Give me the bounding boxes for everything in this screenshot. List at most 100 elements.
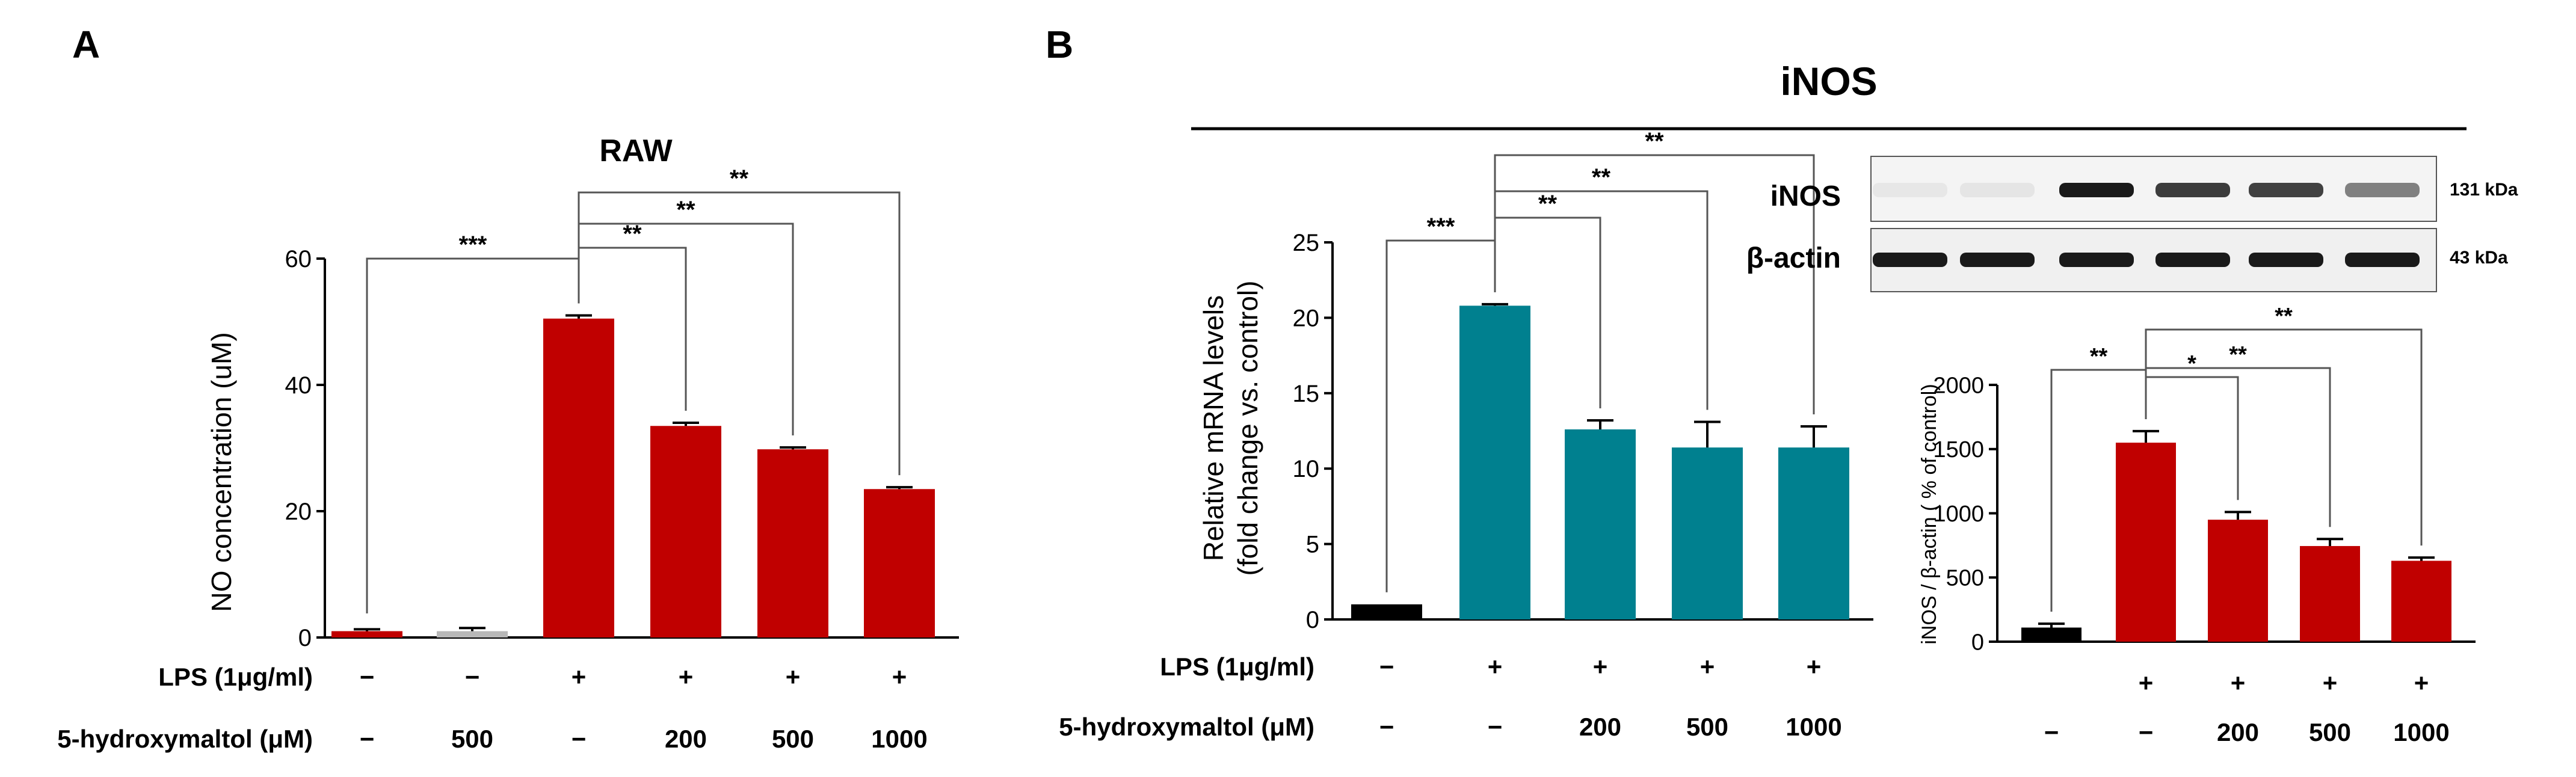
chart-wb-lps-0: +	[2139, 669, 2154, 697]
blot-band-actin-4	[2249, 253, 2323, 267]
blot-band-actin-5	[2345, 253, 2420, 267]
chart-wb-sig-label-3: **	[2275, 304, 2293, 329]
blot-band-inos-3	[2155, 183, 2230, 197]
chart-mrna-lps-1: +	[1488, 653, 1503, 681]
chart-mrna-bar-LPS	[1459, 306, 1530, 619]
chart-wb-sig-label-2: **	[2229, 342, 2247, 367]
blot-band-actin-0	[1873, 253, 1947, 267]
chart-mrna-lps-3: +	[1700, 653, 1715, 681]
chart-mrna-lps-0: −	[1379, 653, 1394, 681]
chart-no-hm-label: 5-hydroxymaltol (μM)	[57, 725, 313, 753]
chart-no-tick-label-40: 40	[285, 372, 312, 399]
chart-no-hm-2: −	[572, 725, 587, 753]
panel-label-a: A	[72, 23, 100, 66]
chart-mrna-ylabel-line2: (fold change vs. control)	[1232, 281, 1263, 576]
chart-wb-ylabel: iNOS / β-actin ( % of control)	[1918, 384, 1941, 644]
chart-wb-lps-1: +	[2231, 669, 2246, 697]
chart-no-sig-bracket-3	[578, 191, 901, 476]
chart-wb-sig-bracket-3	[2145, 328, 2423, 546]
chart-no-lps-4: +	[786, 663, 801, 691]
chart-no-sig-label-3: **	[730, 165, 749, 192]
chart-wb-sig-label-1: *	[2187, 351, 2196, 376]
chart-wb-bar-LPS+HM500	[2300, 545, 2360, 642]
chart-wb-tick-label-500: 500	[1946, 566, 1984, 591]
blot-band-actin-3	[2155, 253, 2230, 267]
chart-no-lps-5: +	[892, 663, 907, 691]
chart-wb-hm-3: 500	[2309, 718, 2351, 746]
chart-mrna-sig-bracket-3	[1494, 154, 1815, 414]
chart-no-sig-label-0: ***	[459, 232, 487, 258]
chart-no-bar-ctrl	[331, 631, 402, 637]
chart-no-title: RAW	[599, 134, 673, 168]
chart-no-lps-2: +	[572, 663, 587, 691]
chart-wb-bar-ctrl	[2021, 627, 2081, 642]
chart-mrna-hm-0: −	[1379, 713, 1394, 741]
blot-label-inos: iNOS	[1770, 180, 1841, 212]
blot-band-inos-2	[2059, 183, 2134, 197]
blot-band-actin-2	[2059, 253, 2134, 267]
blot-band-inos-5	[2345, 183, 2420, 197]
chart-no-tick-label-0: 0	[298, 625, 312, 651]
chart-no-hm-5: 1000	[871, 725, 927, 753]
chart-wb-bar-LPS	[2116, 443, 2176, 642]
chart-mrna-tick-label-10: 10	[1293, 456, 1320, 482]
chart-wb-tick-label-1500: 1500	[1933, 437, 1984, 462]
blot-band-inos-1	[1960, 183, 2035, 197]
chart-mrna-hm-2: 200	[1579, 713, 1621, 741]
chart-mrna-sig-label-3: **	[1645, 128, 1664, 155]
chart-wb-bar-LPS+HM200	[2208, 520, 2268, 642]
chart-no-bar-LPS+HM200	[650, 426, 721, 637]
chart-mrna-sig-label-0: ***	[1427, 213, 1455, 240]
chart-mrna-tick-label-20: 20	[1293, 305, 1320, 331]
chart-no-ylabel: NO concentration (uM)	[206, 332, 237, 612]
chart-wb-sig-label-0: **	[2090, 344, 2108, 369]
chart-no-lps-3: +	[679, 663, 694, 691]
chart-wb-tick-label-1000: 1000	[1933, 502, 1984, 527]
chart-no-sig-label-2: **	[676, 197, 695, 223]
western-blot: iNOS β-actin 131 kDa 43 kDa	[1746, 156, 2518, 292]
chart-mrna-levels: Relative mRNA levels (fold change vs. co…	[1059, 128, 1873, 741]
chart-no-bar-LPS	[543, 318, 614, 637]
chart-wb-lps-3: +	[2414, 669, 2429, 697]
chart-no-hm-1: 500	[451, 725, 493, 753]
chart-no-hm-0: −	[360, 725, 375, 753]
chart-mrna-bar-LPS+HM500	[1672, 447, 1743, 619]
chart-mrna-hm-4: 1000	[1786, 713, 1841, 741]
panel-label-b: B	[1046, 23, 1073, 66]
blot-band-inos-0	[1873, 183, 1947, 197]
chart-mrna-tick-label-5: 5	[1306, 532, 1319, 558]
blot-kda-inos: 131 kDa	[2450, 180, 2518, 200]
chart-mrna-tick-label-15: 15	[1293, 381, 1320, 407]
chart-mrna-hm-label: 5-hydroxymaltol (μM)	[1059, 713, 1314, 741]
chart-mrna-lps-2: +	[1593, 653, 1608, 681]
chart-mrna-bar-LPS+HM1000	[1778, 447, 1849, 619]
chart-wb-lps-2: +	[2323, 669, 2338, 697]
chart-mrna-bar-LPS+HM200	[1565, 429, 1636, 619]
chart-mrna-lps-4: +	[1807, 653, 1822, 681]
chart-no-lps-0: −	[360, 663, 375, 691]
chart-no-bar-LPS+HM500	[757, 449, 828, 637]
blot-kda-actin: 43 kDa	[2450, 248, 2508, 268]
chart-wb-hm-4: 1000	[2393, 718, 2449, 746]
chart-no-tick-label-20: 20	[285, 499, 312, 525]
chart-no-bar-LPS+HM1000	[864, 489, 935, 637]
chart-wb-bar-LPS+HM1000	[2391, 560, 2451, 642]
panel-b-header: iNOS	[1780, 59, 1877, 103]
chart-wb-hm-1: −	[2139, 718, 2154, 746]
chart-no-lps-1: −	[465, 663, 480, 691]
chart-no-tick-label-60: 60	[285, 246, 312, 272]
chart-mrna-ylabel-line1: Relative mRNA levels	[1198, 295, 1229, 561]
chart-wb-tick-label-0: 0	[1971, 630, 1984, 655]
blot-band-actin-1	[1960, 253, 2035, 267]
chart-mrna-tick-label-0: 0	[1306, 607, 1319, 633]
blot-label-actin: β-actin	[1746, 242, 1841, 274]
chart-mrna-lps-label: LPS (1μg/ml)	[1160, 653, 1314, 681]
chart-mrna-hm-1: −	[1488, 713, 1503, 741]
chart-wb-hm-2: 200	[2217, 718, 2259, 746]
chart-wb-tick-label-2000: 2000	[1933, 373, 1984, 398]
chart-mrna-bar-ctrl	[1351, 604, 1422, 619]
chart-inos-actin-ratio: iNOS / β-actin ( % of control) 0 500 1000 1…	[1918, 304, 2476, 746]
chart-no-hm-3: 200	[665, 725, 707, 753]
blot-band-inos-4	[2249, 183, 2323, 197]
